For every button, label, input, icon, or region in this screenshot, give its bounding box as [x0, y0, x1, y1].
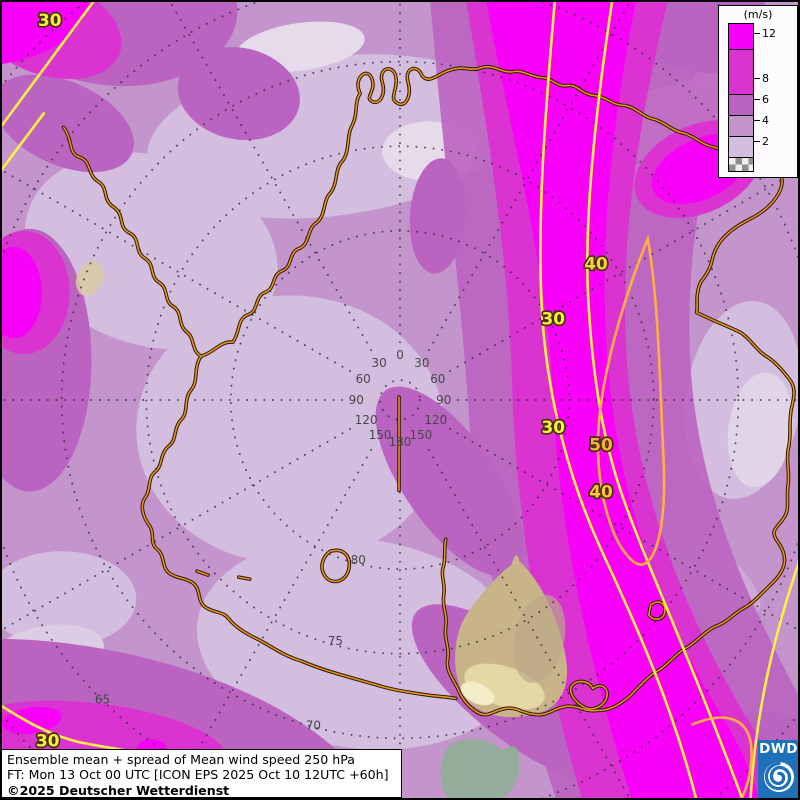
legend-swatch: [728, 158, 754, 172]
antarctica-coastline: [61, 64, 796, 717]
graticule-label: 90: [436, 393, 451, 407]
graticule-label: 180: [389, 435, 412, 449]
graticule-label: 120: [424, 413, 447, 427]
legend-swatch: [728, 95, 754, 116]
graticule-parallel: [60, 60, 740, 740]
graticule-label: 60: [430, 372, 445, 386]
graticule-meridian: [2, 427, 351, 631]
contour-30: [539, 2, 698, 798]
dwd-logo-text: DWD: [759, 741, 798, 757]
contour-label: 30: [38, 10, 62, 30]
legend-tick-label: 4: [754, 115, 769, 126]
contour-label: 30: [541, 417, 565, 437]
wind-speed-legend: (m/s) 12 8 6 4 2: [718, 5, 798, 178]
dwd-spiral-icon: [763, 761, 794, 792]
legend-swatch: [728, 116, 754, 137]
graticule-label: 120: [355, 413, 378, 427]
graticule-label: 65: [95, 692, 110, 706]
legend-color-bar: [728, 23, 754, 172]
contour-50: [596, 234, 666, 566]
graticule-meridian: [2, 169, 351, 373]
graticule-label: 70: [306, 718, 321, 732]
contour-value-labels: 30 40 30 30 50 40 30: [34, 8, 614, 752]
legend-swatch: [728, 50, 754, 95]
contour-30-northwest: [2, 2, 95, 172]
legend-swatch: [728, 23, 754, 50]
graticule-meridian: [449, 427, 798, 631]
graticule-meridian: [449, 169, 798, 373]
terrain-blobs: [75, 261, 568, 798]
copyright: ©2025 Deutscher Wetterdienst: [7, 782, 230, 798]
graticule-label: 0: [396, 348, 404, 362]
contour-label: 40: [589, 482, 613, 502]
graticule-label: 60: [356, 372, 371, 386]
graticule-label: 80: [351, 553, 366, 567]
legend-tick-label: 2: [754, 136, 769, 147]
product-title: Ensemble mean + spread of Mean wind spee…: [7, 752, 356, 767]
graticule-parallel: [229, 229, 571, 571]
contour-label: 30: [541, 308, 565, 328]
legend-tick-label: 6: [754, 94, 769, 105]
contour-label: 40: [584, 254, 608, 274]
legend-tick-label: 8: [754, 73, 769, 84]
contour-label: 30: [36, 730, 60, 750]
legend-tick-label: 12: [754, 28, 776, 39]
graticule-meridian: [427, 449, 631, 798]
forecast-time: FT: Mon 13 Oct 00 UTC [ICON EPS 2025 Oct…: [7, 767, 389, 783]
contour-30-east: [749, 560, 798, 798]
graticule-label: 90: [349, 393, 364, 407]
graticule-label: 150: [369, 428, 392, 442]
legend-swatch: [728, 137, 754, 158]
graticule-parallel: [145, 145, 655, 655]
graticule-label: 150: [409, 428, 432, 442]
graticule-parallel: [379, 379, 421, 421]
graticule-meridian: [169, 449, 373, 798]
contour-label: 50: [589, 435, 613, 455]
dwd-logo: DWD: [758, 740, 798, 798]
graticule-meridian: [427, 2, 631, 351]
contour-40-southeast: [691, 716, 753, 798]
legend-title: (m/s): [743, 8, 773, 21]
footer-info-box: Ensemble mean + spread of Mean wind spee…: [2, 749, 402, 798]
graticule-label: 30: [414, 356, 429, 370]
graticule-label: 75: [328, 634, 343, 648]
graticule-label: 30: [372, 356, 387, 370]
graticule-meridian: [169, 2, 373, 351]
